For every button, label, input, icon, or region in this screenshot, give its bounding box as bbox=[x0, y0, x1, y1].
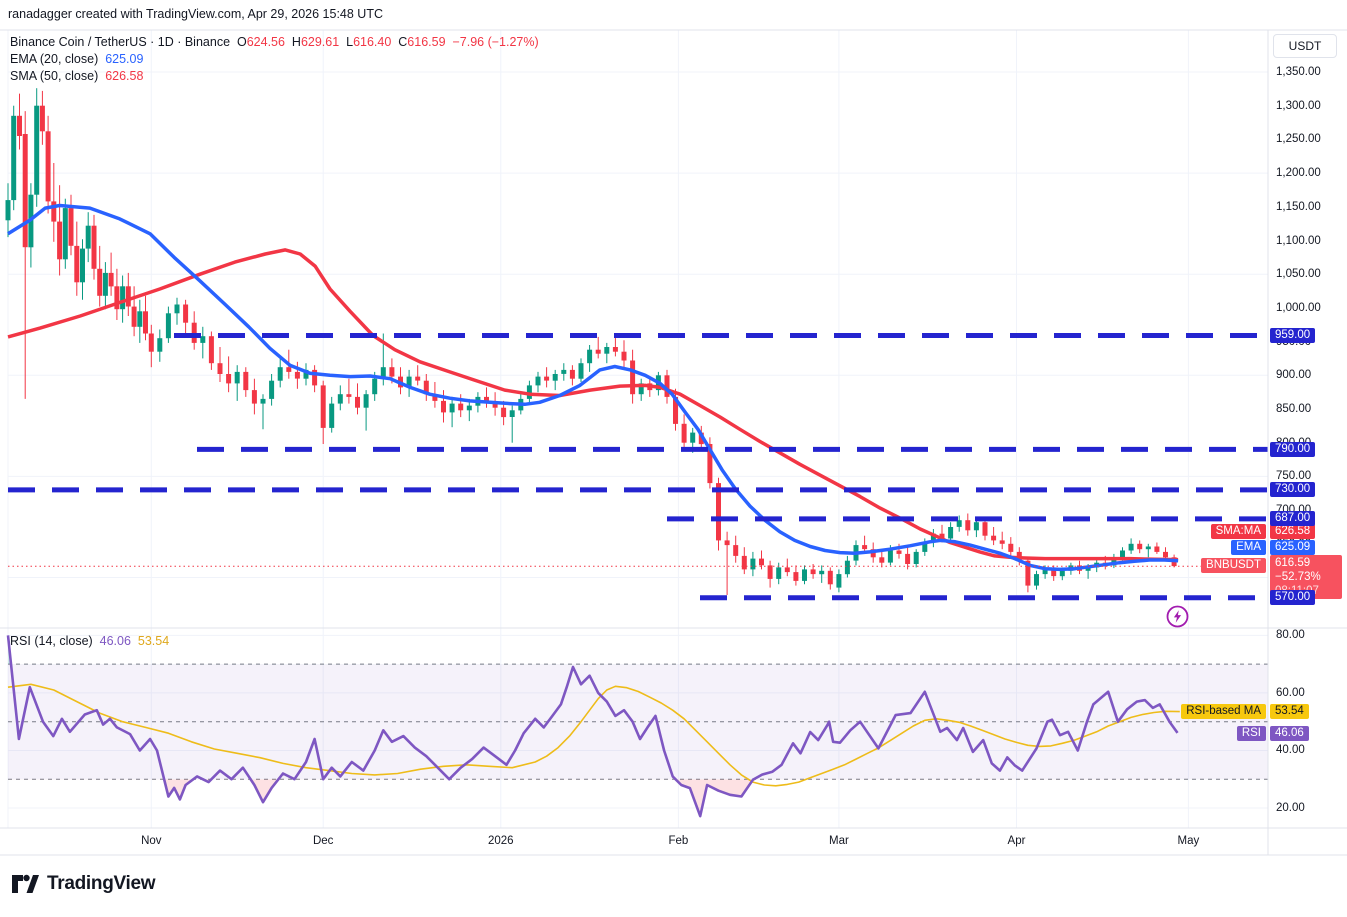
rsi-params: (14, close) bbox=[34, 634, 93, 648]
sma-value: 626.58 bbox=[105, 69, 144, 83]
price-tick-label: 1,250.00 bbox=[1276, 133, 1321, 146]
price-tick-label: 850.00 bbox=[1276, 403, 1312, 415]
rsi-legend-row[interactable]: RSI (14, close) 46.06 53.54 bbox=[10, 634, 169, 648]
open-value: 624.56 bbox=[246, 35, 285, 49]
price-tick-label: 1,100.00 bbox=[1276, 234, 1321, 247]
rsi-tick-label: 20.00 bbox=[1276, 802, 1305, 814]
rsi-ma-axis-value: 53.54 bbox=[1270, 704, 1309, 719]
high-label: H bbox=[291, 35, 301, 49]
rsi-ma-axis-tag: RSI-based MA bbox=[1181, 704, 1266, 719]
ema-legend-row[interactable]: EMA (20, close) 625.09 bbox=[10, 51, 539, 68]
rsi-axis-value: 46.06 bbox=[1270, 725, 1309, 741]
brand-name: TradingView bbox=[47, 873, 156, 894]
tradingview-logo[interactable]: TradingView bbox=[12, 872, 156, 896]
sma-params: (50, close) bbox=[39, 69, 99, 83]
symbol-axis-tag: BNBUSDT bbox=[1201, 558, 1266, 573]
time-tick-label: Feb bbox=[668, 835, 689, 847]
price-tick-label: 1,000.00 bbox=[1276, 301, 1321, 314]
change-percent-value: −52.73% bbox=[1275, 571, 1321, 583]
close-value: 616.59 bbox=[407, 35, 446, 49]
sma-axis-tag: SMA:MA bbox=[1210, 524, 1266, 539]
time-tick-label: 2026 bbox=[488, 835, 514, 847]
ema-value: 625.09 bbox=[105, 52, 144, 66]
high-value: 629.61 bbox=[300, 35, 340, 49]
rsi-name: RSI bbox=[10, 634, 31, 648]
level-price-label: 687.00 bbox=[1270, 511, 1316, 527]
price-tick-label: 1,300.00 bbox=[1276, 99, 1321, 112]
level-price-label: 790.00 bbox=[1270, 441, 1316, 457]
credit-text: ranadagger created with TradingView.com,… bbox=[8, 7, 383, 21]
time-tick-label: Nov bbox=[141, 835, 162, 847]
change-value: −7.96 (−1.27%) bbox=[452, 35, 539, 49]
symbol-legend-row[interactable]: Binance Coin / TetherUS · 1D · Binance O… bbox=[10, 34, 539, 51]
price-tick-label: 1,050.00 bbox=[1276, 268, 1321, 281]
rsi-ma-value: 53.54 bbox=[137, 634, 170, 648]
level-price-label: 730.00 bbox=[1270, 482, 1316, 498]
ema-name: EMA bbox=[10, 52, 37, 66]
rsi-tick-label: 80.00 bbox=[1276, 629, 1305, 642]
open-label: O bbox=[236, 35, 247, 49]
price-tick-label: 1,150.00 bbox=[1276, 200, 1321, 213]
sma-axis-value: 626.58 bbox=[1270, 524, 1316, 539]
symbol-title: Binance Coin / TetherUS · 1D · Binance bbox=[10, 35, 231, 49]
tradingview-logo-icon bbox=[12, 874, 39, 893]
low-label: L bbox=[346, 35, 354, 49]
level-price-label: 570.00 bbox=[1270, 590, 1316, 606]
price-tick-label: 900.00 bbox=[1276, 369, 1312, 382]
low-value: 616.40 bbox=[353, 35, 392, 49]
time-tick-label: May bbox=[1177, 835, 1200, 847]
rsi-value: 46.06 bbox=[99, 634, 131, 648]
ema-axis-value: 625.09 bbox=[1270, 540, 1316, 555]
currency-toggle-button[interactable]: USDT bbox=[1273, 34, 1337, 58]
rsi-axis-tag: RSI bbox=[1236, 725, 1266, 741]
sma-legend-row[interactable]: SMA (50, close) 626.58 bbox=[10, 68, 539, 85]
flash-lightning-icon[interactable] bbox=[1166, 605, 1189, 628]
sma-name: SMA bbox=[10, 69, 37, 83]
rsi-tick-label: 60.00 bbox=[1276, 686, 1305, 699]
ema-axis-tag: EMA bbox=[1231, 540, 1266, 555]
time-tick-label: Dec bbox=[312, 835, 334, 847]
time-tick-label: Apr bbox=[1007, 835, 1026, 847]
price-tick-label: 1,200.00 bbox=[1276, 167, 1321, 180]
last-price-value: 616.59 bbox=[1275, 557, 1311, 569]
close-label: C bbox=[398, 35, 408, 49]
main-legend: Binance Coin / TetherUS · 1D · Binance O… bbox=[10, 34, 539, 85]
level-price-label: 959.00 bbox=[1270, 328, 1316, 344]
price-tick-label: 750.00 bbox=[1276, 470, 1312, 483]
price-tick-label: 1,350.00 bbox=[1276, 66, 1321, 78]
rsi-tick-label: 40.00 bbox=[1276, 744, 1305, 757]
time-tick-label: Mar bbox=[828, 835, 849, 847]
ema-params: (20, close) bbox=[39, 52, 99, 66]
